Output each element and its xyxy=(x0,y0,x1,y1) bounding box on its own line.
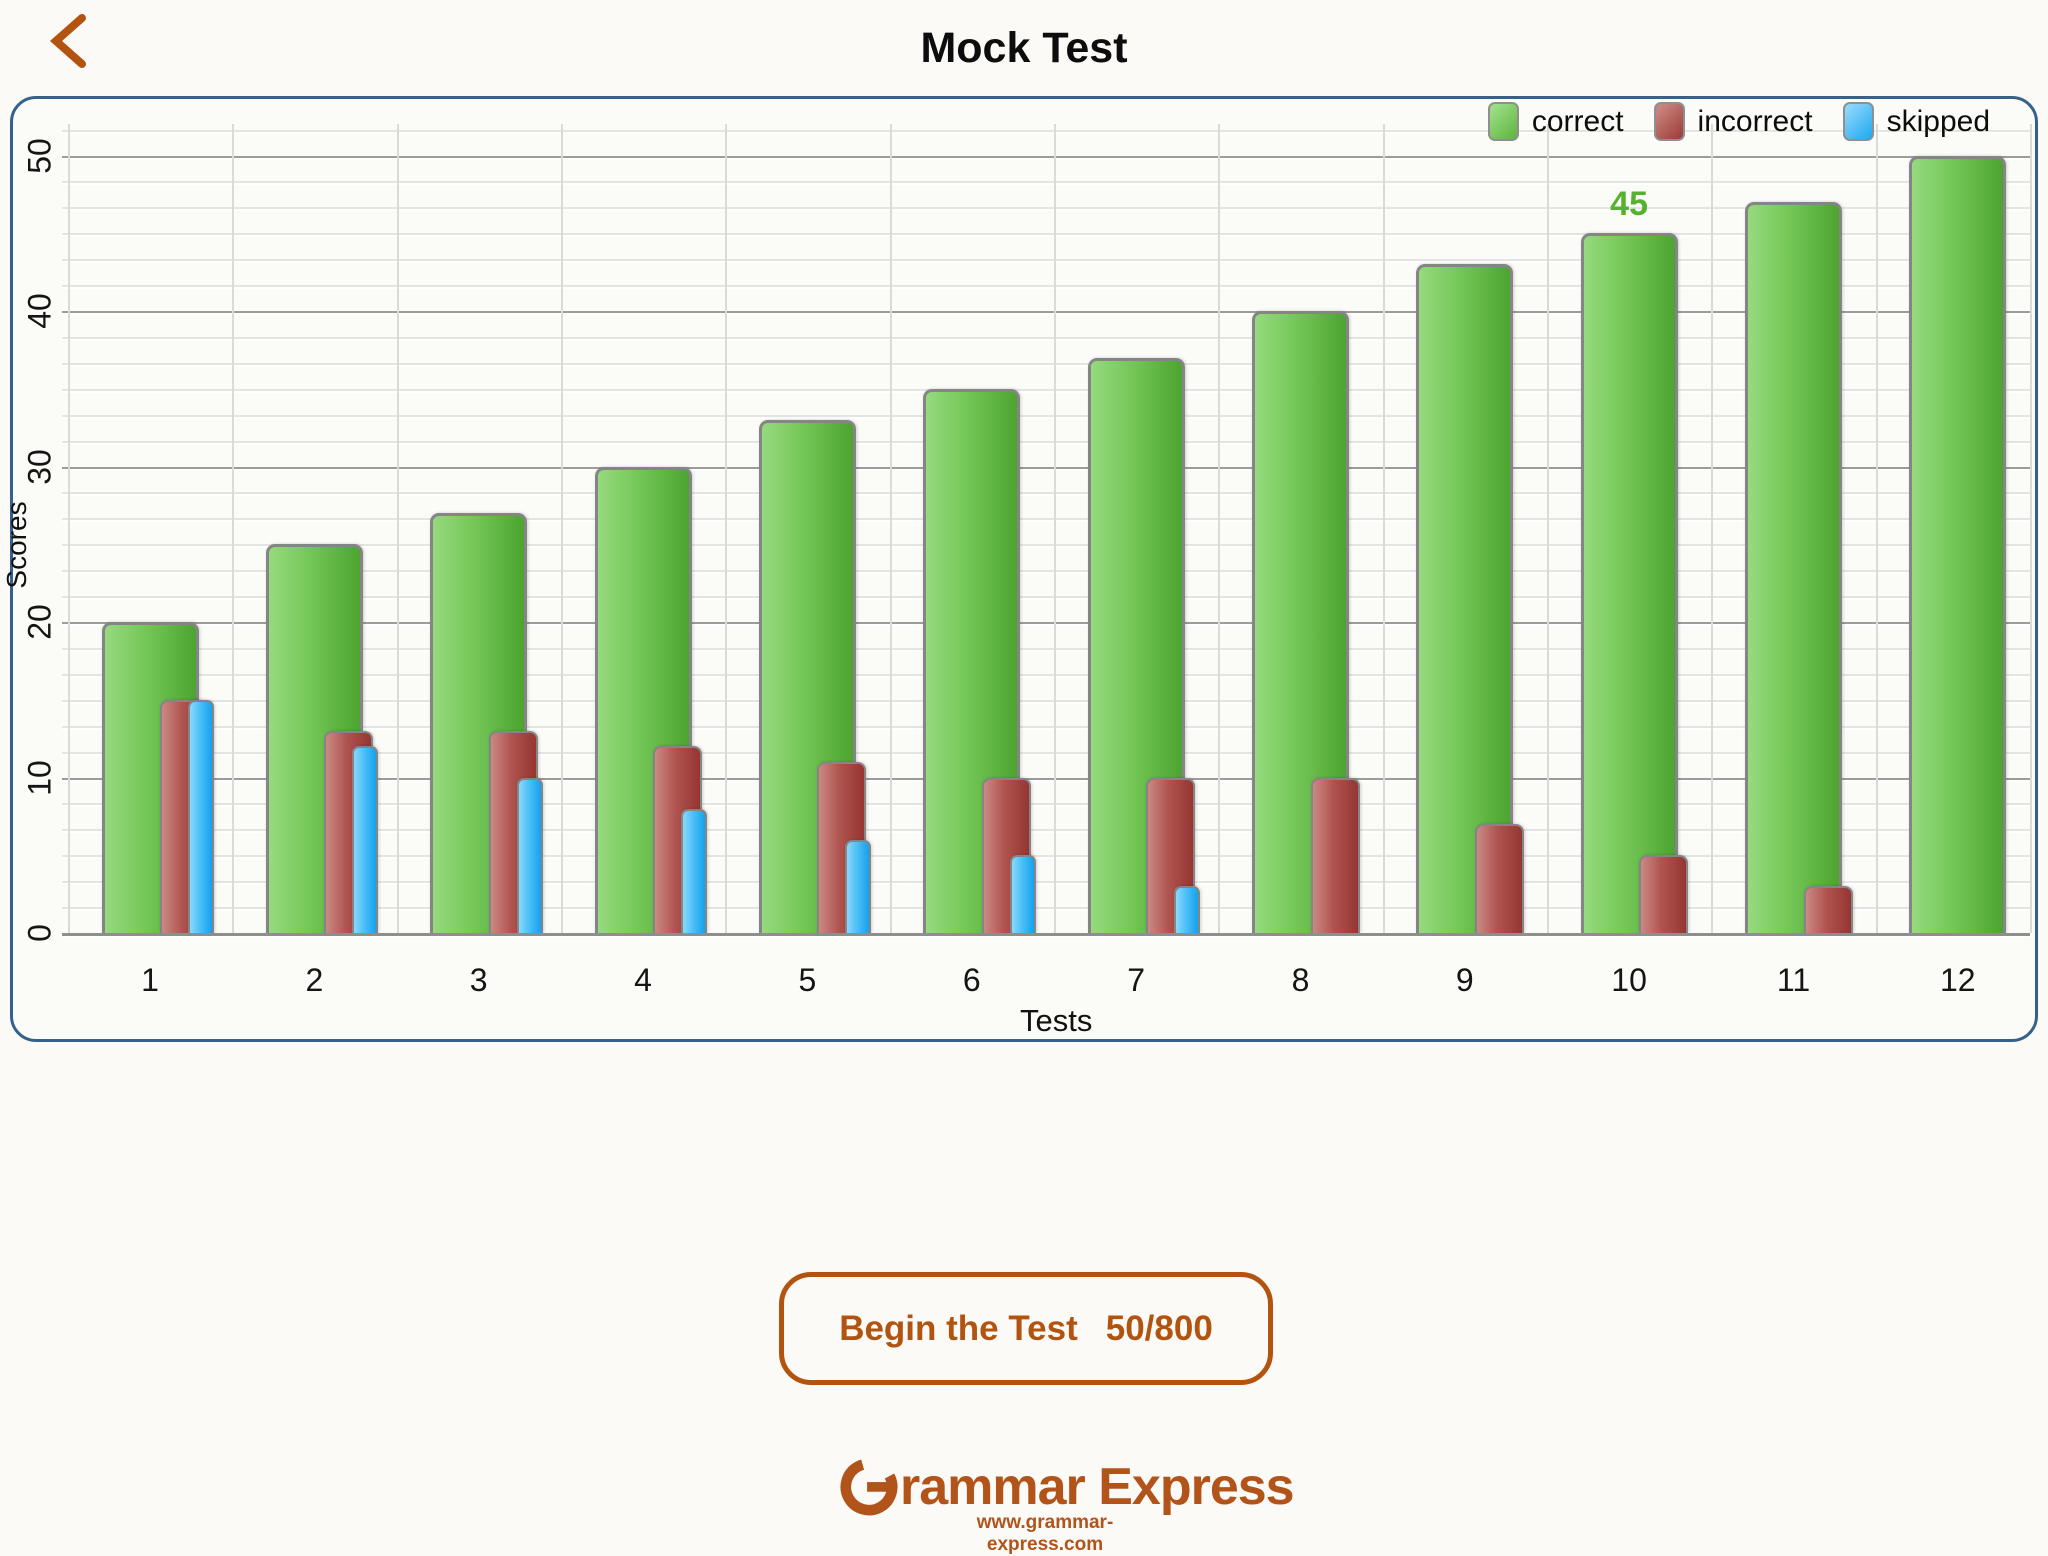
begin-test-button[interactable]: Begin the Test 50/800 xyxy=(779,1272,1273,1385)
skipped-swatch-icon xyxy=(1842,102,1874,141)
footer-logo: rammar Express www.grammar-express.com xyxy=(0,1452,2048,1555)
begin-test-label: Begin the Test xyxy=(839,1308,1078,1348)
legend-item-correct: correct xyxy=(1487,102,1624,141)
begin-test-score: 50/800 xyxy=(1105,1308,1213,1348)
back-button[interactable] xyxy=(44,12,92,70)
incorrect-swatch-icon xyxy=(1653,102,1685,141)
chart-legend: correct incorrect skipped xyxy=(1487,102,1990,141)
legend-label: skipped xyxy=(1886,104,1990,138)
legend-label: correct xyxy=(1531,104,1624,138)
legend-label: incorrect xyxy=(1697,104,1813,138)
brand-url: www.grammar-express.com xyxy=(976,1512,1114,1555)
legend-item-incorrect: incorrect xyxy=(1653,102,1813,141)
chart-panel xyxy=(10,96,2038,1042)
correct-swatch-icon xyxy=(1487,102,1519,141)
brand-name: rammar Express xyxy=(900,1458,1295,1516)
page-title: Mock Test xyxy=(920,24,1128,72)
chevron-left-icon xyxy=(49,14,86,68)
legend-item-skipped: skipped xyxy=(1842,102,1990,141)
grammar-express-g-icon xyxy=(840,1458,898,1516)
